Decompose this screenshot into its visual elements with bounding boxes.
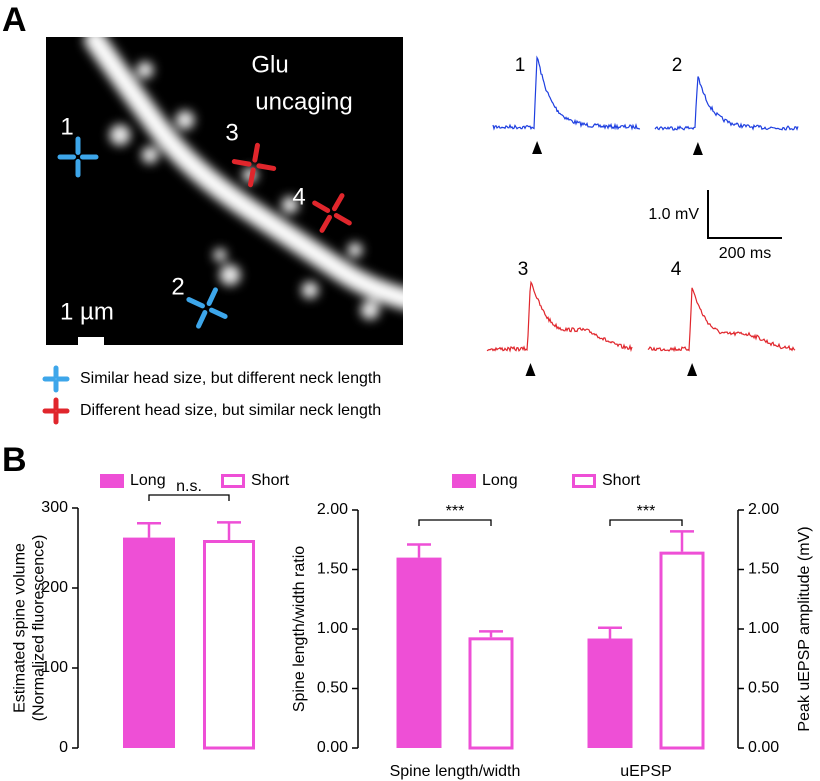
cross-arm — [196, 310, 208, 329]
uncaging-site — [42, 397, 70, 425]
legend-label: Long — [130, 472, 166, 489]
site-label: 2 — [171, 273, 184, 300]
legend-text: Different head size, but similar neck le… — [80, 402, 381, 419]
scale-label: 200 ms — [719, 245, 771, 262]
legend-swatch — [452, 474, 476, 488]
trace-label: 3 — [518, 259, 529, 280]
scale-label: 1 µm — [60, 298, 114, 325]
bar — [123, 537, 175, 748]
stimulus-marker — [532, 141, 543, 154]
y-axis-label: Estimated spine volume — [12, 543, 29, 713]
panel-label: A — [2, 1, 27, 39]
image-title: Glu — [251, 51, 288, 78]
cross-arm — [312, 200, 331, 213]
trace-label: 4 — [671, 259, 682, 280]
y-tick-label: 0 — [59, 739, 68, 756]
cross-arm — [319, 214, 332, 233]
y-axis-label: (Normalized fluorescence) — [31, 535, 48, 722]
y2-tick-label: 0.50 — [748, 680, 779, 697]
site-label: 1 — [60, 113, 73, 140]
cross-arm — [332, 193, 345, 212]
y2-tick-label: 1.00 — [748, 620, 779, 637]
bar — [587, 638, 633, 748]
site-label: 4 — [292, 183, 305, 210]
significance-bracket — [148, 494, 230, 501]
trace — [654, 76, 799, 131]
bar — [396, 557, 442, 748]
y-axis-label: Spine length/width ratio — [291, 546, 308, 712]
panel-label: B — [2, 441, 27, 479]
uncaging-site — [312, 193, 352, 233]
trace — [486, 280, 633, 353]
bar — [203, 540, 255, 750]
image-title: uncaging — [255, 88, 352, 115]
significance-label: n.s. — [176, 478, 202, 495]
trace — [647, 287, 796, 353]
y-tick-label: 0.50 — [317, 680, 348, 697]
stimulus-marker — [687, 363, 698, 376]
trace — [492, 55, 641, 131]
stimulus-marker — [692, 142, 703, 155]
uncaging-site — [186, 287, 228, 329]
trace-label: 1 — [515, 55, 526, 76]
y-tick-label: 1.00 — [317, 620, 348, 637]
cross-arm — [186, 297, 205, 309]
legend-swatch — [221, 474, 245, 488]
stimulus-marker — [525, 363, 536, 376]
y-tick-label: 2.00 — [317, 501, 348, 518]
y-tick-label: 1.50 — [317, 561, 348, 578]
y-tick-label: 100 — [41, 659, 68, 676]
x-tick-label: uEPSP — [620, 763, 672, 780]
cross-arm — [333, 213, 352, 226]
significance-bracket — [418, 519, 492, 526]
legend-swatch — [100, 474, 124, 488]
scale-label: 1.0 mV — [648, 206, 699, 223]
uncaging-site — [42, 365, 70, 393]
bar — [468, 637, 514, 750]
trace-label: 2 — [672, 55, 683, 76]
legend-text: Similar head size, but different neck le… — [80, 370, 381, 387]
legend-label: Short — [602, 472, 641, 489]
uncaging-site — [231, 142, 277, 188]
cross-arm — [256, 163, 277, 171]
cross-arm — [231, 159, 252, 167]
site-label: 3 — [225, 119, 238, 146]
cross-arm — [252, 142, 260, 163]
cross-arm — [209, 307, 228, 319]
y2-tick-label: 0.00 — [748, 739, 779, 756]
cross-arm — [206, 287, 218, 306]
scale-bar — [707, 190, 782, 239]
y-tick-label: 300 — [41, 499, 68, 516]
significance-bracket — [609, 519, 683, 526]
significance-label: *** — [637, 503, 656, 520]
legend-swatch — [572, 474, 596, 488]
bar — [659, 551, 705, 750]
legend-label: Short — [251, 472, 290, 489]
y2-axis-label: Peak uEPSP amplitude (mV) — [796, 526, 813, 731]
y-tick-label: 200 — [41, 579, 68, 596]
y2-tick-label: 2.00 — [748, 501, 779, 518]
x-tick-label: Spine length/width — [390, 763, 521, 780]
legend-label: Long — [482, 472, 518, 489]
uncaging-site — [57, 136, 99, 178]
micrograph — [46, 37, 403, 345]
significance-label: *** — [446, 503, 465, 520]
y2-tick-label: 1.50 — [748, 561, 779, 578]
y-tick-label: 0.00 — [317, 739, 348, 756]
cross-arm — [248, 167, 256, 188]
